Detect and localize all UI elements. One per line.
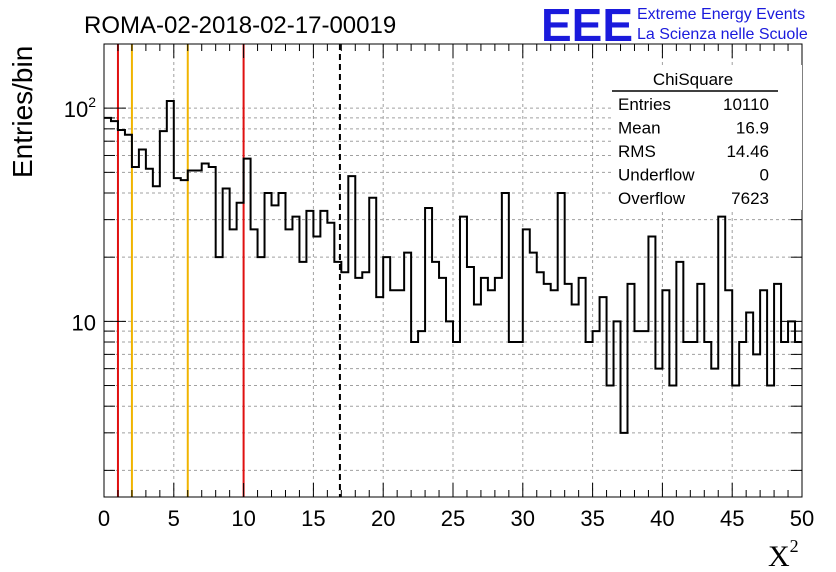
stats-label: Overflow — [618, 189, 686, 208]
stats-box: ChiSquare Entries 10110 Mean 16.9 RMS 14.46 Un… — [612, 65, 802, 210]
x-tick-label: 0 — [98, 506, 110, 531]
x-tick-labels: 0 5 10 15 20 25 30 35 40 45 50 — [98, 506, 814, 531]
stats-value: 7623 — [731, 189, 769, 208]
stats-value: 0 — [760, 166, 769, 185]
eee-logo-line2: La Scienza nelle Scuole — [637, 26, 808, 43]
stats-value: 16.9 — [736, 119, 769, 138]
x-tick-label: 25 — [441, 506, 465, 531]
reference-lines — [116, 44, 341, 497]
stats-value: 14.46 — [726, 142, 769, 161]
y-tick-labels: 10 102 — [64, 94, 96, 335]
x-tick-label: 40 — [650, 506, 674, 531]
stats-label: Entries — [618, 95, 671, 114]
x-tick-label: 35 — [580, 506, 604, 531]
stats-value: 10110 — [723, 95, 769, 114]
histogram-line — [104, 100, 802, 434]
x-tick-label: 5 — [168, 506, 180, 531]
eee-logo-line1: Extreme Energy Events — [637, 6, 805, 23]
stats-label: Mean — [618, 119, 661, 138]
x-tick-label: 15 — [301, 506, 325, 531]
x-tick-label: 45 — [720, 506, 744, 531]
x-tick-label: 50 — [790, 506, 814, 531]
x-tick-label: 10 — [231, 506, 255, 531]
stats-label: RMS — [618, 142, 656, 161]
eee-logo-mark: EEE — [541, 0, 633, 51]
x-tick-label: 30 — [511, 506, 535, 531]
eee-logo: EEE Extreme Energy Events La Scienza nel… — [541, 0, 808, 51]
chart-title: ROMA-02-2018-02-17-00019 — [84, 12, 396, 39]
stats-label: Underflow — [618, 166, 695, 185]
y-tick-label: 102 — [64, 94, 96, 122]
x-tick-label: 20 — [371, 506, 395, 531]
stats-title: ChiSquare — [653, 70, 733, 89]
x-axis-label: X2 — [768, 536, 799, 572]
y-tick-label: 10 — [72, 310, 96, 335]
y-axis-label: Entries/bin — [7, 46, 38, 178]
